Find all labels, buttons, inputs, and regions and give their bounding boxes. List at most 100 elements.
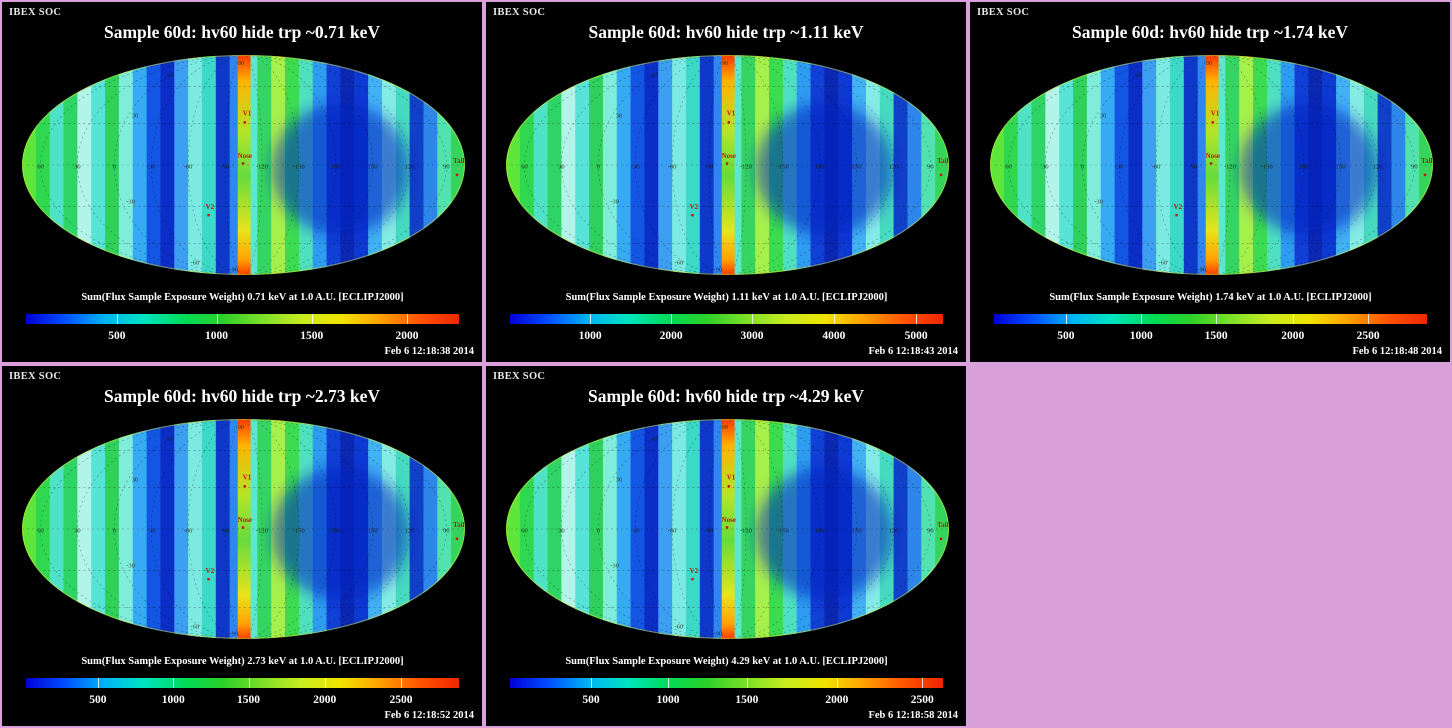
mollweide-skymap: 60 30 0 -30 -60 -90 -120 -150 180 150 120 90 60 30 -30… [22, 419, 465, 639]
nose-marker [725, 526, 729, 529]
colorbar-tick-value: 4000 [822, 330, 846, 342]
lon-label: -90 [705, 164, 714, 171]
colorbar-tick-value: 1000 [1129, 330, 1153, 342]
grid-cell: IBEX SOC Sample 60d: hv60 hide trp ~2.73… [0, 364, 484, 728]
colorbar-tick-mark [1368, 314, 1370, 324]
skymap-panel-1.74kev: IBEX SOC Sample 60d: hv60 hide trp ~1.74… [970, 2, 1450, 362]
lon-label: -60 [184, 528, 193, 535]
ibex-soc-watermark: IBEX SOC [493, 7, 546, 18]
timestamp: Feb 6 12:18:38 2014 [384, 346, 474, 357]
lon-label: -60 [1152, 164, 1161, 171]
v1-label: V1 [243, 110, 252, 118]
lon-label: 30 [558, 528, 565, 535]
tail-label: Tail [453, 157, 464, 165]
lon-label: 60 [37, 528, 44, 535]
grid-cell: IBEX SOC Sample 60d: hv60 hide trp ~0.71… [0, 0, 484, 364]
colorbar-tick-mark [173, 678, 175, 688]
colorbar-tick-value: 1500 [237, 694, 261, 706]
colorbar-tick-value: 5000 [904, 330, 928, 342]
nose-marker [1209, 162, 1213, 165]
v1-marker [727, 121, 731, 124]
lat-label: 30 [1100, 113, 1107, 120]
colorbar-tick-value: 1000 [205, 330, 229, 342]
tail-label: Tail [1421, 157, 1432, 165]
lat-label: -30 [610, 199, 619, 206]
lon-label: -120 [740, 528, 752, 535]
lat-label: -60 [190, 623, 199, 630]
lon-label: 60 [37, 164, 44, 171]
colorbar-tick-mark [916, 314, 918, 324]
lon-label: 120 [1373, 164, 1383, 171]
map-rim [506, 55, 949, 275]
panel-title: Sample 60d: hv60 hide trp ~1.74 keV [1071, 22, 1348, 42]
v2-marker [1175, 213, 1178, 217]
lon-label: -60 [668, 164, 677, 171]
colorbar-tick-value: 1000 [578, 330, 602, 342]
lon-label: -30 [147, 528, 156, 535]
colorbar-tick-value: 2000 [659, 330, 683, 342]
lon-label: -30 [631, 528, 640, 535]
nose-marker [241, 526, 245, 529]
lon-label: 150 [1336, 164, 1346, 171]
dark-flux-region [756, 103, 894, 236]
nose-label: Nose [238, 516, 252, 524]
central-bright-stripe [237, 55, 251, 275]
colorbar-tick-mark [922, 678, 924, 688]
tail-marker [939, 537, 943, 541]
lon-label: 90 [927, 164, 934, 171]
colorbar-tick-labels: 500 1000 1500 2000 2500 [26, 694, 459, 708]
lon-label: 90 [927, 528, 934, 535]
tail-marker [1423, 173, 1427, 177]
colorbar-tick-mark [400, 678, 402, 688]
ibex-soc-watermark: IBEX SOC [977, 7, 1030, 18]
mollweide-skymap: 60 30 0 -30 -60 -90 -120 -150 180 150 120 90 60 30 -30… [506, 419, 949, 639]
dark-flux-region [1240, 103, 1378, 236]
lon-label: -120 [1224, 164, 1236, 171]
central-bright-stripe [721, 55, 735, 275]
lat-label: -60 [674, 259, 683, 266]
v1-marker [727, 485, 731, 488]
colorbar-tick-mark [752, 314, 754, 324]
lon-label: 0 [597, 164, 600, 171]
colorbar-label: Sum(Flux Sample Exposure Weight) 2.73 ke… [81, 656, 404, 667]
lon-label: -120 [740, 164, 752, 171]
central-bright-stripe [721, 419, 735, 639]
lon-label: -120 [256, 528, 268, 535]
lon-label: 60 [521, 164, 528, 171]
lat-label: 30 [616, 477, 623, 484]
timestamp: Feb 6 12:18:48 2014 [1352, 346, 1442, 357]
colorbar-tick-mark [590, 314, 592, 324]
graticule [990, 55, 1433, 275]
mollweide-skymap: 60 30 0 -30 -60 -90 -120 -150 180 150 120 90 60 30 -30… [506, 55, 949, 275]
colorbar-tick-labels: 500 1000 1500 2000 [26, 330, 459, 344]
colorbar-tick-mark [668, 678, 670, 688]
colorbar-tick-value: 2000 [1281, 330, 1305, 342]
dark-flux-region [756, 467, 894, 600]
nose-marker [725, 162, 729, 165]
colorbar-tick-value: 1000 [656, 694, 680, 706]
colorbar-tick-mark [833, 314, 835, 324]
mollweide-skymap: 60 30 0 -30 -60 -90 -120 -150 180 150 120 90 60 30 -30… [990, 55, 1433, 275]
north-pole-label: 90 [238, 424, 245, 431]
lon-label: -30 [1115, 164, 1124, 171]
mollweide-skymap: 60 30 0 -30 -60 -90 -120 -150 180 150 120 90 60 30 -30… [22, 55, 465, 275]
grid-cell: IBEX SOC Sample 60d: hv60 hide trp ~4.29… [484, 364, 968, 728]
colorbar-tick-value: 2500 [910, 694, 934, 706]
graticule [22, 55, 465, 275]
colorbar-tick-mark [1141, 314, 1143, 324]
lon-label: -150 [293, 164, 305, 171]
colorbar-tick-value: 2500 [1356, 330, 1380, 342]
tail-label: Tail [937, 157, 948, 165]
panel-title: Sample 60d: hv60 hide trp ~0.71 keV [103, 22, 380, 42]
lon-label: -150 [293, 528, 305, 535]
colorbar-tick-mark [324, 678, 326, 688]
map-rim [22, 55, 465, 275]
lon-label: 30 [558, 164, 565, 171]
panel-title: Sample 60d: hv60 hide trp ~2.73 keV [103, 386, 380, 406]
south-pole-label: -90 [229, 267, 238, 274]
v2-marker [691, 577, 694, 581]
colorbar-tick-mark [590, 678, 592, 688]
skymap-panel-4.29kev: IBEX SOC Sample 60d: hv60 hide trp ~4.29… [486, 366, 966, 726]
nose-label: Nose [1206, 152, 1220, 160]
colorbar-label: Sum(Flux Sample Exposure Weight) 4.29 ke… [565, 656, 888, 667]
